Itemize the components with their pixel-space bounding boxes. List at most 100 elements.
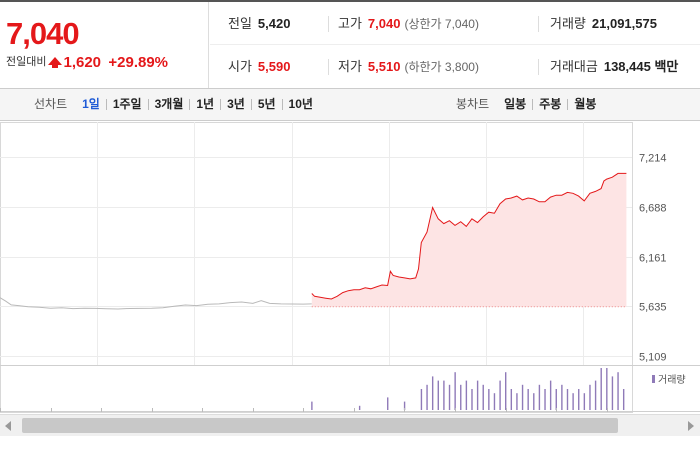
amount-cell: 거래대금 138,445 백만 xyxy=(550,45,678,88)
volume-bar xyxy=(358,405,361,410)
change-value: 1,620 xyxy=(63,54,102,71)
line-tab-1[interactable]: 1주일 xyxy=(112,97,142,111)
low-cell: 저가 5,510 (하한가 3,800) xyxy=(338,45,479,88)
tab-divider xyxy=(250,99,252,111)
volume-bar xyxy=(533,393,535,410)
volume-bar xyxy=(594,380,597,410)
candle-tab-2[interactable]: 월봉 xyxy=(574,97,597,111)
change-label: 전일대비 xyxy=(6,56,47,68)
volume-bar xyxy=(454,372,456,410)
volume-bar xyxy=(420,389,423,410)
volume-bar xyxy=(516,393,518,410)
line-tab-0[interactable]: 1일 xyxy=(82,97,100,111)
volume-value: 21,091,575 xyxy=(591,16,657,31)
volume-bar xyxy=(611,376,614,410)
tab-divider xyxy=(281,99,283,111)
volume-bar xyxy=(538,384,541,410)
price-box: 7,040 전일대비 1,620 +29.89% xyxy=(0,2,209,88)
y-tick-label: 5,109 xyxy=(639,352,667,364)
price-chart[interactable]: 7,214 6,688 6,161 5,635 5,109 거래량 xyxy=(0,122,700,450)
volume-bar xyxy=(387,397,389,410)
line-tab-6[interactable]: 10년 xyxy=(288,97,313,111)
volume-bar xyxy=(521,384,524,410)
volume-bar xyxy=(499,380,501,410)
change-row: 전일대비 1,620 +29.89% xyxy=(6,54,168,71)
high-value: 7,040 xyxy=(367,16,401,31)
candle-chart-tabs: 봉차트 일봉 주봉 월봉 xyxy=(456,89,599,120)
low-value: 5,510 xyxy=(367,59,401,74)
chart-svg: 7,214 6,688 6,161 5,635 5,109 거래량 xyxy=(0,122,700,413)
amount-value: 138,445 백만 xyxy=(603,59,679,74)
line-tab-2[interactable]: 3개월 xyxy=(154,97,184,111)
volume-bar xyxy=(566,389,569,410)
chart-tab-bar: 선차트 1일 1주일 3개월 1년 3년 5년 10년 봉차트 일봉 주봉 월봉 xyxy=(0,88,700,121)
volume-bar xyxy=(437,380,439,410)
volume-bar xyxy=(426,384,428,410)
volume-bar xyxy=(589,384,591,410)
candle-chart-title: 봉차트 xyxy=(456,97,490,111)
divider xyxy=(328,16,329,32)
change-rate: +29.89% xyxy=(108,54,169,71)
volume-legend-swatch xyxy=(652,375,655,383)
plot-frame xyxy=(0,122,633,413)
volume-bar xyxy=(311,401,313,410)
volume-bar xyxy=(448,384,451,410)
volume-bar xyxy=(493,393,496,410)
volume-label: 거래량 xyxy=(550,16,586,31)
tab-divider xyxy=(189,99,191,111)
volume-bar xyxy=(488,389,490,410)
chart-scrollbar[interactable] xyxy=(0,414,700,436)
volume-bar xyxy=(544,389,546,410)
y-tick-label: 5,635 xyxy=(639,302,667,314)
volume-bar xyxy=(460,384,462,410)
y-tick-label: 6,688 xyxy=(639,203,667,215)
prev-close-value: 5,420 xyxy=(257,16,291,31)
volume-bar xyxy=(471,389,473,410)
volume-bar xyxy=(482,384,484,410)
volume-bar xyxy=(600,368,602,410)
y-tick-label: 7,214 xyxy=(639,153,667,165)
upper-limit: (상한가 7,040) xyxy=(404,17,479,31)
divider xyxy=(328,59,329,75)
volume-bar xyxy=(510,389,513,410)
line-chart-tabs: 선차트 1일 1주일 3개월 1년 3년 5년 10년 xyxy=(34,89,316,120)
open-value: 5,590 xyxy=(257,59,291,74)
scroll-thumb[interactable] xyxy=(22,418,618,433)
tab-divider xyxy=(532,99,534,111)
volume-bar xyxy=(505,372,507,410)
volume-bar xyxy=(578,389,580,410)
line-tab-4[interactable]: 3년 xyxy=(227,97,245,111)
low-label: 저가 xyxy=(338,59,362,74)
candle-tab-1[interactable]: 주봉 xyxy=(539,97,562,111)
line-chart-title: 선차트 xyxy=(34,97,68,111)
line-tab-3[interactable]: 1년 xyxy=(196,97,215,111)
prev-close-cell: 전일 5,420 xyxy=(228,2,290,45)
open-label: 시가 xyxy=(228,59,252,74)
volume-bar xyxy=(606,368,608,410)
high-label: 고가 xyxy=(338,16,362,31)
current-price: 7,040 xyxy=(6,16,80,51)
y-tick-label: 6,161 xyxy=(639,253,667,265)
scroll-left-arrow-icon[interactable] xyxy=(5,421,11,431)
scroll-right-arrow-icon[interactable] xyxy=(688,421,694,431)
summary-row-2: 시가 5,590 저가 5,510 (하한가 3,800) 거래대금 138,445 백… xyxy=(210,45,700,88)
volume-bar xyxy=(583,393,586,410)
price-summary: 전일 5,420 고가 7,040 (상한가 7,040) 거래량 21,091,575… xyxy=(210,2,700,88)
today-line xyxy=(311,172,627,300)
candle-tab-0[interactable]: 일봉 xyxy=(504,97,527,111)
top-border xyxy=(0,0,700,2)
volume-bar xyxy=(403,401,406,410)
amount-label: 거래대금 xyxy=(550,59,598,74)
volume-bar xyxy=(617,372,619,410)
line-tab-5[interactable]: 5년 xyxy=(257,97,276,111)
volume-cell: 거래량 21,091,575 xyxy=(550,2,657,45)
high-cell: 고가 7,040 (상한가 7,040) xyxy=(338,2,479,45)
volume-legend-label: 거래량 xyxy=(658,374,686,386)
tab-divider xyxy=(220,99,222,111)
volume-bar xyxy=(555,389,557,410)
tab-divider xyxy=(105,99,107,111)
lower-limit: (하한가 3,800) xyxy=(404,60,479,74)
open-cell: 시가 5,590 xyxy=(228,45,290,88)
today-area-fill xyxy=(311,173,627,307)
tab-divider xyxy=(147,99,149,111)
